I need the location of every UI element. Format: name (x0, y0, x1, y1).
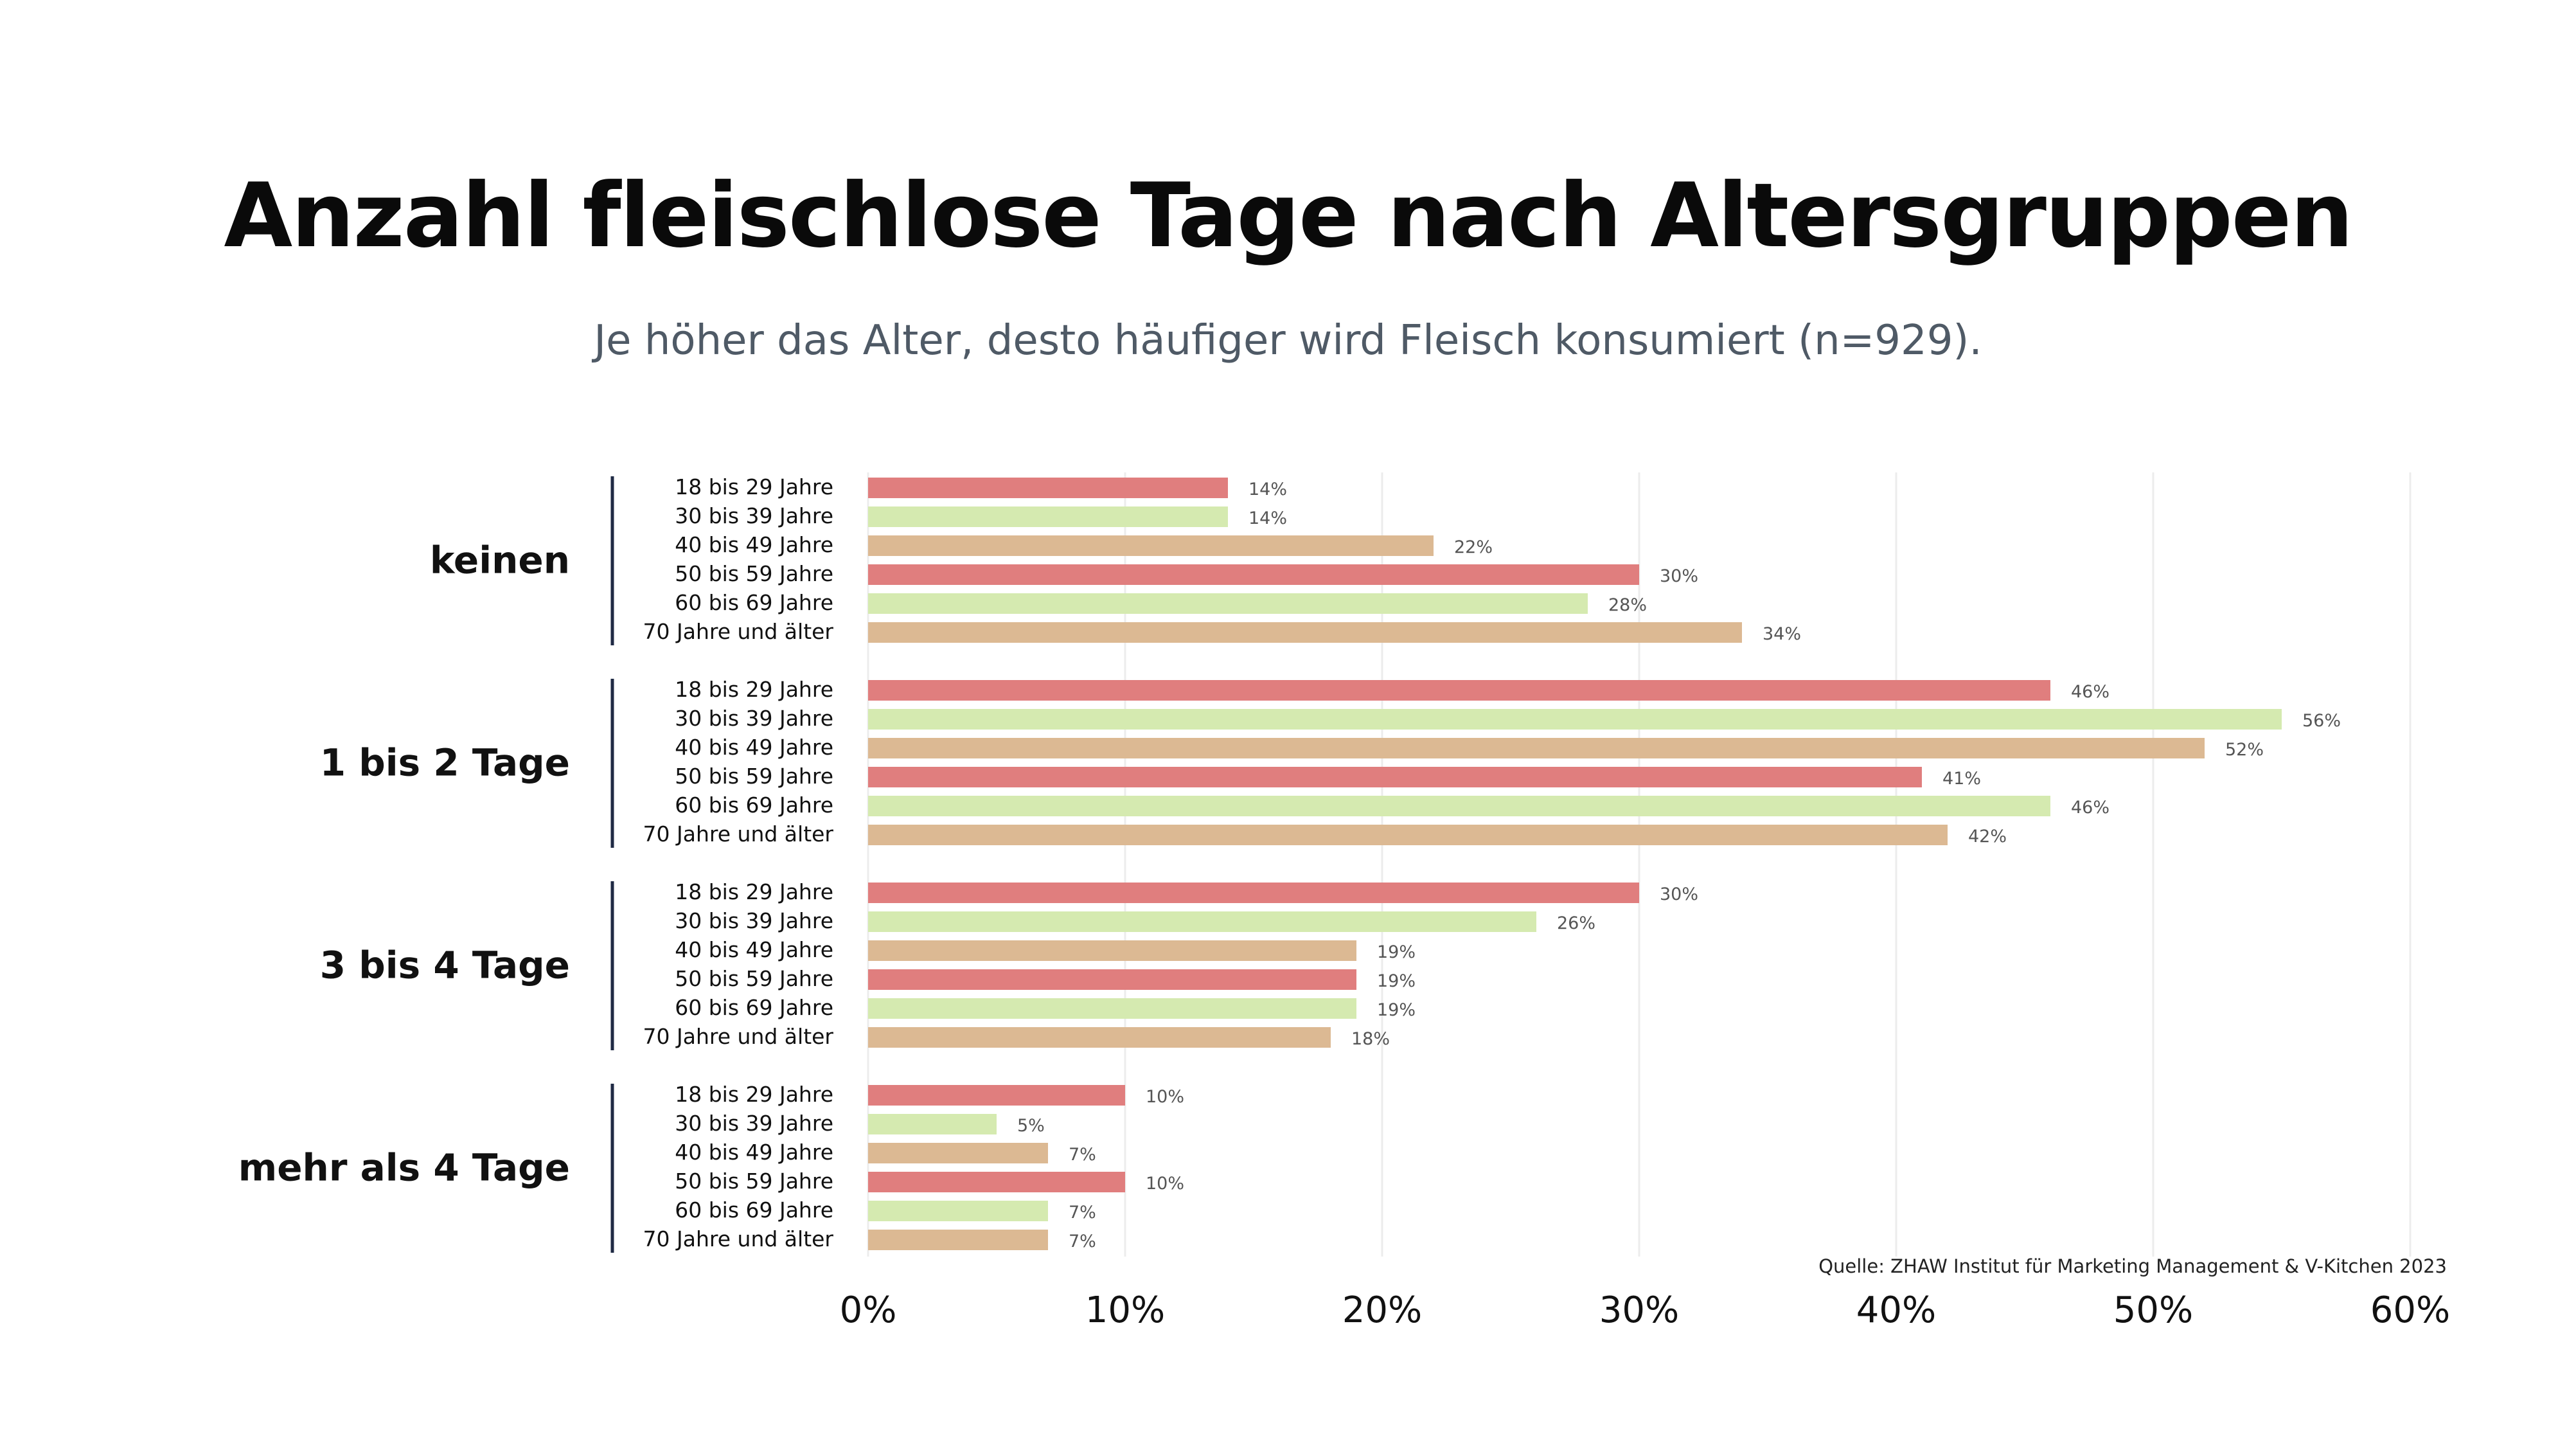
category-label: 30 bis 39 Jahre (675, 706, 833, 731)
data-label: 46% (2071, 798, 2110, 818)
data-label: 56% (2302, 711, 2341, 731)
category-label: 50 bis 59 Jahre (675, 764, 833, 789)
category-label: 60 bis 69 Jahre (675, 793, 833, 818)
bar (868, 1085, 1125, 1106)
data-label: 10% (1146, 1087, 1184, 1107)
bar (868, 767, 1922, 787)
data-label: 28% (1608, 595, 1647, 615)
bar (868, 535, 1434, 556)
bar (868, 622, 1742, 643)
group-label: keinen (430, 539, 570, 582)
bar (868, 564, 1639, 585)
bar (868, 796, 2050, 816)
chart-subtitle: Je höher das Alter, desto häufiger wird … (594, 317, 1982, 364)
category-label: 50 bis 59 Jahre (675, 561, 833, 586)
group-label: mehr als 4 Tage (238, 1146, 570, 1190)
group-label: 3 bis 4 Tage (320, 944, 570, 987)
category-label: 30 bis 39 Jahre (675, 1111, 833, 1136)
source-note: Quelle: ZHAW Institut für Marketing Mana… (1818, 1255, 2447, 1277)
data-label: 34% (1763, 624, 1801, 644)
group-brackets: keinen 1 bis 2 Tage 3 bis 4 Tage mehr als 4… (238, 476, 614, 1253)
category-label: 18 bis 29 Jahre (675, 1082, 833, 1107)
data-label: 19% (1377, 971, 1416, 991)
category-label: 50 bis 59 Jahre (675, 1169, 833, 1194)
data-label: 52% (2225, 740, 2264, 760)
bar (868, 940, 1356, 961)
bar (868, 1201, 1048, 1221)
x-tick-label: 20% (1342, 1289, 1422, 1331)
bar (868, 1172, 1125, 1192)
bar (868, 883, 1639, 903)
bar (868, 1027, 1331, 1048)
bar (868, 1230, 1048, 1250)
category-label: 40 bis 49 Jahre (675, 532, 833, 557)
data-label: 10% (1146, 1174, 1184, 1194)
bar (868, 969, 1356, 990)
bar (868, 709, 2282, 730)
data-label: 19% (1377, 1000, 1416, 1020)
category-label: 70 Jahre und älter (643, 619, 834, 644)
data-label: 46% (2071, 682, 2110, 702)
data-label: 42% (1968, 827, 2007, 847)
bar (868, 593, 1588, 614)
x-tick-label: 60% (2370, 1289, 2450, 1331)
category-label: 40 bis 49 Jahre (675, 735, 833, 760)
category-label: 18 bis 29 Jahre (675, 474, 833, 499)
x-tick-label: 0% (840, 1289, 897, 1331)
gridlines (867, 472, 2412, 1257)
category-label: 60 bis 69 Jahre (675, 995, 833, 1020)
data-label: 14% (1248, 508, 1287, 528)
x-axis: 0% 10% 20% 30% 40% 50% 60% (840, 1289, 2451, 1331)
data-label: 30% (1660, 884, 1698, 904)
data-label: 30% (1660, 566, 1698, 586)
data-label: 7% (1069, 1203, 1096, 1223)
category-label: 50 bis 59 Jahre (675, 966, 833, 991)
x-tick-label: 10% (1085, 1289, 1165, 1331)
bar (868, 998, 1356, 1019)
category-label: 40 bis 49 Jahre (675, 937, 833, 962)
category-label: 40 bis 49 Jahre (675, 1140, 833, 1165)
data-label: 7% (1069, 1145, 1096, 1165)
bar (868, 506, 1228, 527)
group-label: 1 bis 2 Tage (320, 741, 570, 785)
data-label: 14% (1248, 480, 1287, 499)
x-tick-label: 30% (1599, 1289, 1679, 1331)
category-label: 30 bis 39 Jahre (675, 503, 833, 528)
category-label: 18 bis 29 Jahre (675, 677, 833, 702)
category-label: 18 bis 29 Jahre (675, 879, 833, 904)
data-label: 5% (1017, 1116, 1045, 1136)
bar (868, 1143, 1048, 1163)
category-label: 60 bis 69 Jahre (675, 590, 833, 615)
data-label: 22% (1454, 537, 1493, 557)
bar (868, 911, 1536, 932)
bar (868, 825, 1948, 845)
category-label: 70 Jahre und älter (643, 1024, 834, 1049)
data-label: 41% (1942, 769, 1981, 789)
bars: 18 bis 29 Jahre 14% 30 bis 39 Jahre 14% 40 b… (643, 474, 2341, 1251)
bar (868, 1114, 997, 1134)
category-label: 30 bis 39 Jahre (675, 908, 833, 933)
bar (868, 478, 1228, 498)
category-label: 60 bis 69 Jahre (675, 1197, 833, 1223)
category-label: 70 Jahre und älter (643, 1226, 834, 1251)
data-label: 26% (1557, 913, 1595, 933)
x-tick-label: 50% (2113, 1289, 2193, 1331)
bar (868, 738, 2205, 758)
data-label: 7% (1069, 1232, 1096, 1251)
bar (868, 680, 2050, 701)
category-label: 70 Jahre und älter (643, 821, 834, 847)
chart-title: Anzahl fleischlose Tage nach Altersgrupp… (224, 164, 2353, 267)
x-tick-label: 40% (1856, 1289, 1936, 1331)
data-label: 18% (1351, 1029, 1390, 1049)
data-label: 19% (1377, 942, 1416, 962)
